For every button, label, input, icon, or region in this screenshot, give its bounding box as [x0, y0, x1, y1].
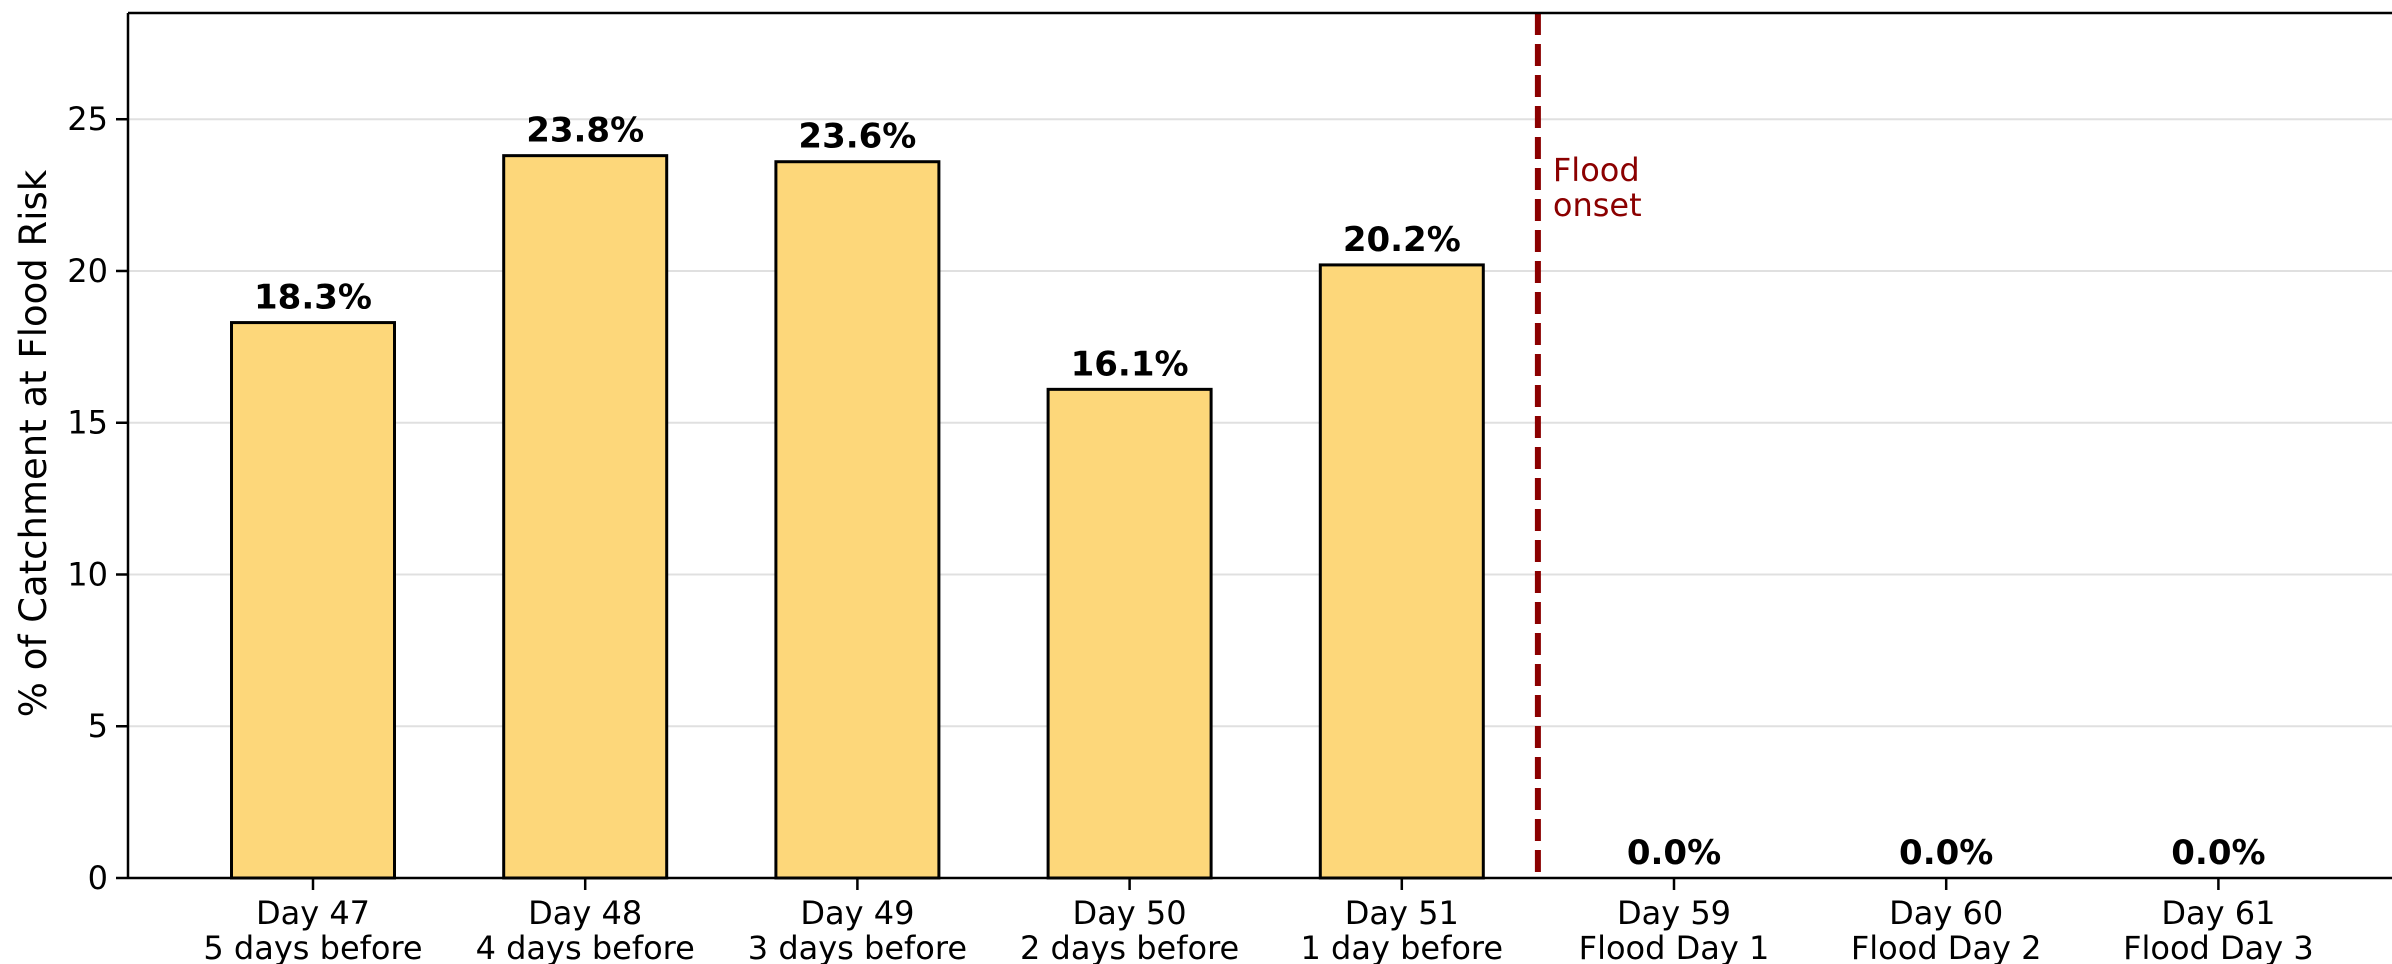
bar: [230, 321, 396, 880]
x-tick-label: Day 49: [800, 894, 914, 932]
x-tick-label: Flood Day 1: [1579, 929, 1770, 964]
bar-value-label: 18.3%: [254, 278, 372, 318]
x-tick-label: 1 day before: [1301, 929, 1504, 964]
y-axis-ticks: 0 5 10 15 20 25: [67, 100, 128, 897]
x-tick-label: Day 61: [2161, 894, 2275, 932]
bar-value-label: 23.8%: [526, 111, 644, 151]
bar: [774, 160, 941, 880]
bar: [1046, 387, 1213, 880]
x-tick-label: Day 59: [1617, 894, 1731, 932]
x-axis-ticks: Day 475 days before Day 484 days before Da…: [203, 878, 2314, 964]
x-tick-label: Day 51: [1345, 894, 1459, 932]
bar: [1318, 263, 1485, 880]
x-tick-label: Flood Day 2: [1851, 929, 2042, 964]
bar-value-label: 0.0%: [2171, 833, 2265, 873]
flood-onset-label: onset: [1553, 186, 1642, 224]
x-tick-label: 4 days before: [476, 929, 695, 964]
y-tick-label: 20: [67, 252, 108, 290]
bar-value-label: 23.6%: [798, 117, 916, 157]
x-tick-label: Day 60: [1889, 894, 2003, 932]
x-tick-label: 3 days before: [748, 929, 967, 964]
bar-value-label: 0.0%: [1899, 833, 1993, 873]
y-axis-label: % of Catchment at Flood Risk: [12, 169, 55, 717]
bar-value-label: 0.0%: [1627, 833, 1721, 873]
bar-value-label: 16.1%: [1071, 344, 1189, 384]
y-tick-label: 25: [67, 100, 108, 138]
bars: [230, 154, 1485, 880]
x-tick-label: Day 47: [256, 894, 370, 932]
y-tick-label: 5: [88, 707, 108, 745]
y-tick-label: 0: [88, 859, 108, 897]
x-tick-label: Flood Day 3: [2123, 929, 2314, 964]
y-tick-label: 15: [67, 404, 108, 442]
bar-value-label: 20.2%: [1343, 220, 1461, 260]
bar: [502, 154, 669, 880]
axes: [126, 11, 2392, 880]
x-tick-label: Day 50: [1073, 894, 1187, 932]
grid-lines: [128, 118, 2392, 728]
x-tick-label: 2 days before: [1020, 929, 1239, 964]
x-tick-label: Day 48: [528, 894, 642, 932]
bar-labels: 18.3% 23.8% 23.6% 16.1% 20.2% 0.0% 0.0% 0.0%: [254, 111, 2266, 873]
y-tick-label: 10: [67, 555, 108, 593]
x-tick-label: 5 days before: [203, 929, 422, 964]
flood-onset-label: Flood: [1553, 151, 1640, 189]
